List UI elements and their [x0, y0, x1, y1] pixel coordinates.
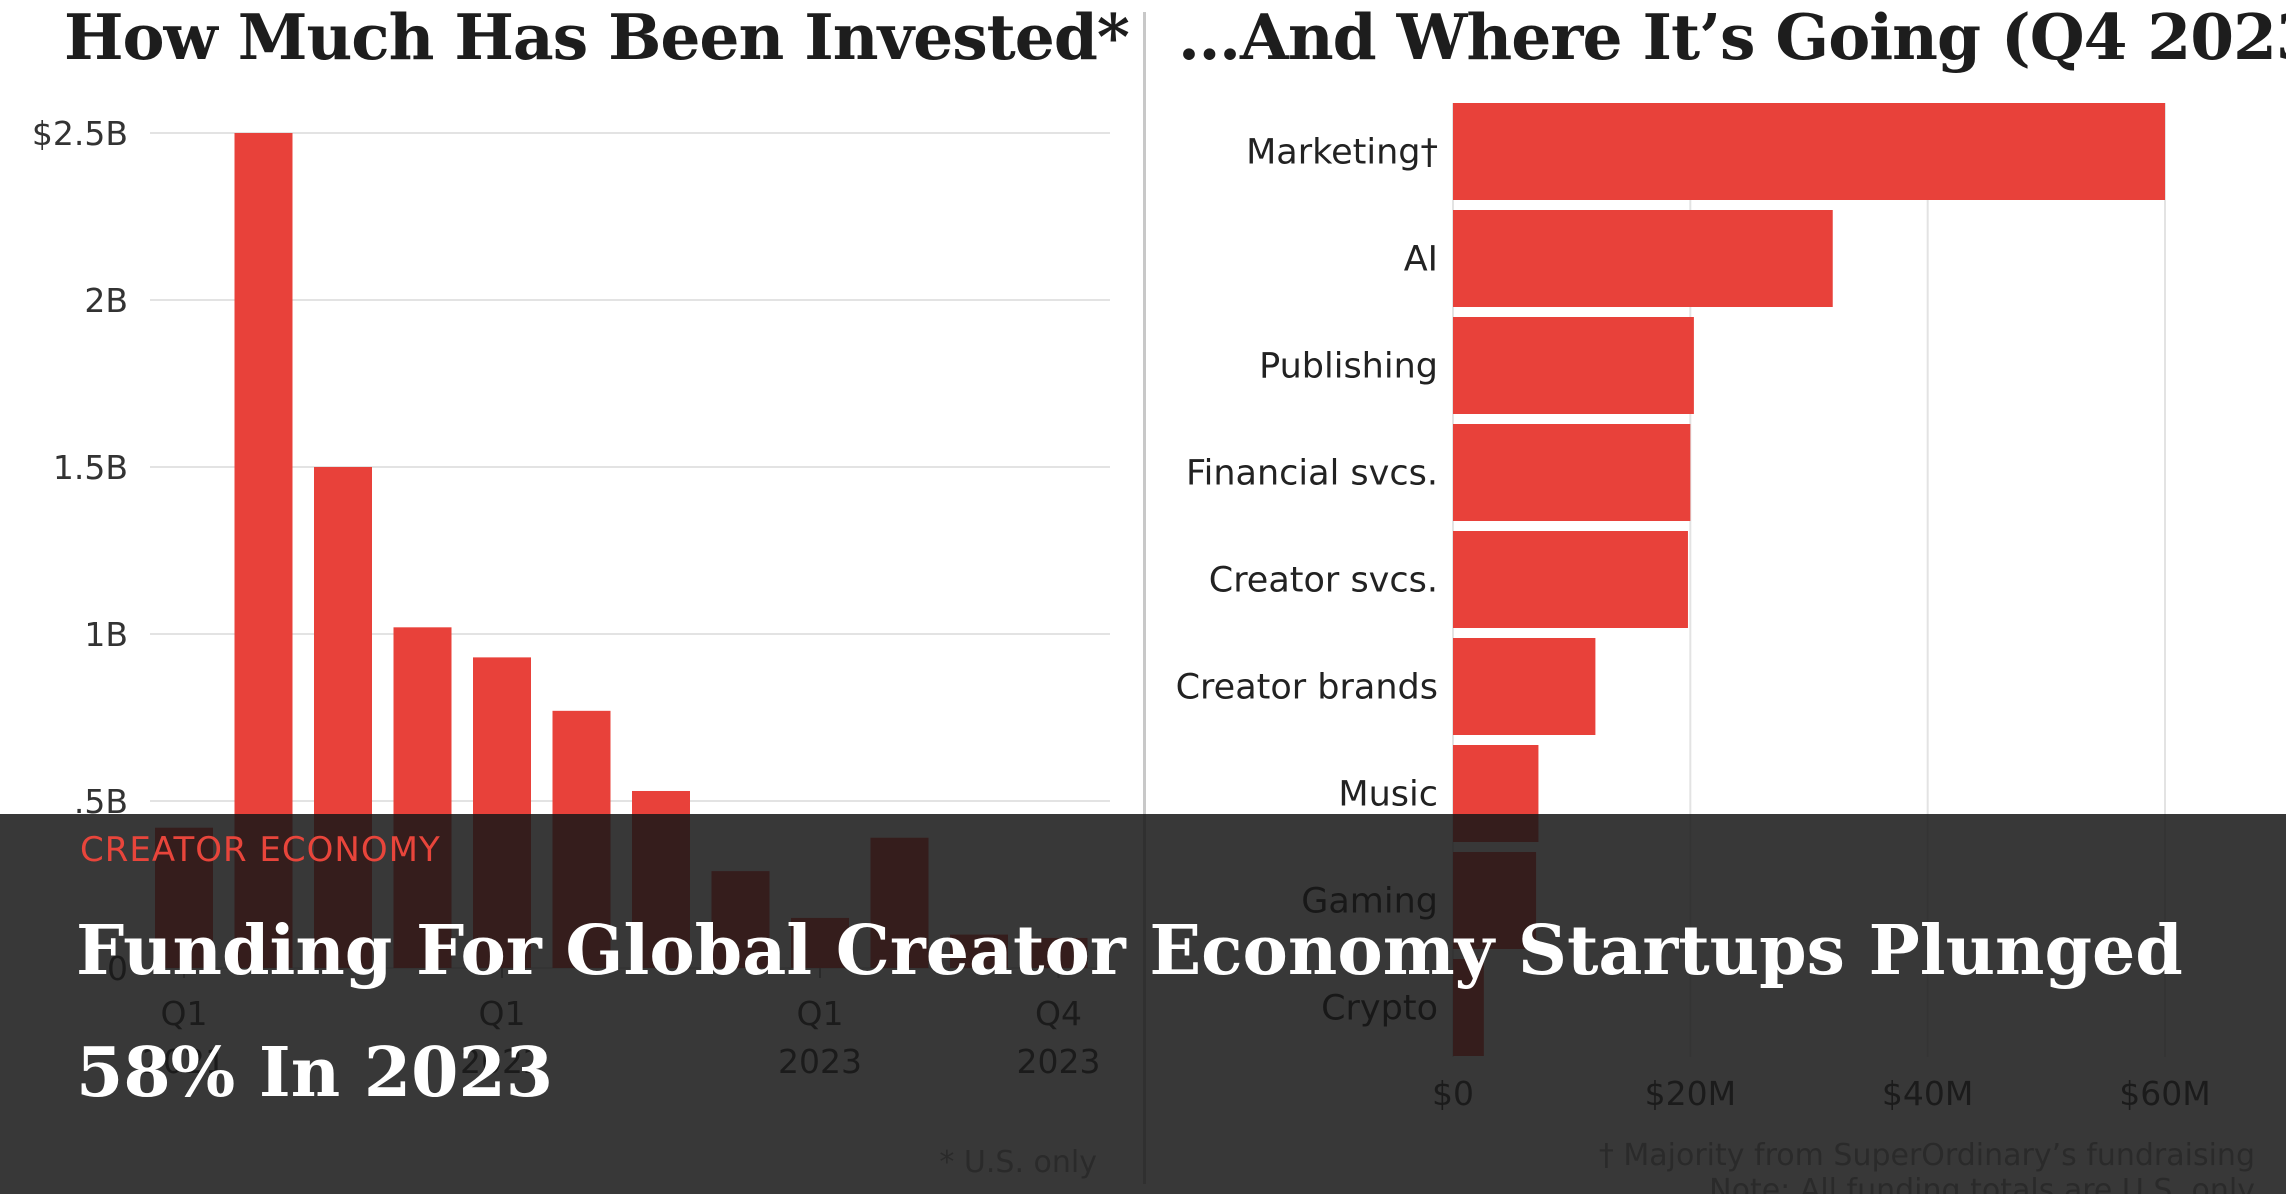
- chart-divider: [1143, 12, 1146, 1184]
- article-headline[interactable]: Funding For Global Creator Economy Start…: [76, 911, 2183, 1113]
- y-tick-label: 1.5B: [53, 448, 128, 487]
- bar: [1453, 103, 2165, 200]
- y-tick-label: 2B: [84, 281, 128, 320]
- bar: [1453, 317, 1694, 414]
- y-tick-label: 1B: [84, 615, 128, 654]
- left-chart-title: How Much Has Been Invested*: [64, 0, 1130, 74]
- category-label: Creator brands: [1176, 668, 1438, 708]
- y-tick-label: $2.5B: [32, 114, 128, 153]
- category-label: Publishing: [1259, 347, 1438, 387]
- category-label: Marketing†: [1246, 133, 1438, 173]
- bar: [1453, 424, 1691, 521]
- bar: [1453, 531, 1688, 628]
- article-overlay[interactable]: CREATOR ECONOMY Funding For Global Creat…: [0, 814, 2286, 1194]
- bar: [1453, 210, 1833, 307]
- category-label: Creator svcs.: [1209, 561, 1438, 601]
- bar: [1453, 638, 1596, 735]
- category-label: Financial svcs.: [1186, 454, 1438, 494]
- category-label: AI: [1404, 240, 1438, 280]
- right-chart-title: …And Where It’s Going (Q4 2023): [1178, 0, 2286, 74]
- category-label: Music: [1338, 775, 1438, 815]
- article-category[interactable]: CREATOR ECONOMY: [80, 830, 441, 870]
